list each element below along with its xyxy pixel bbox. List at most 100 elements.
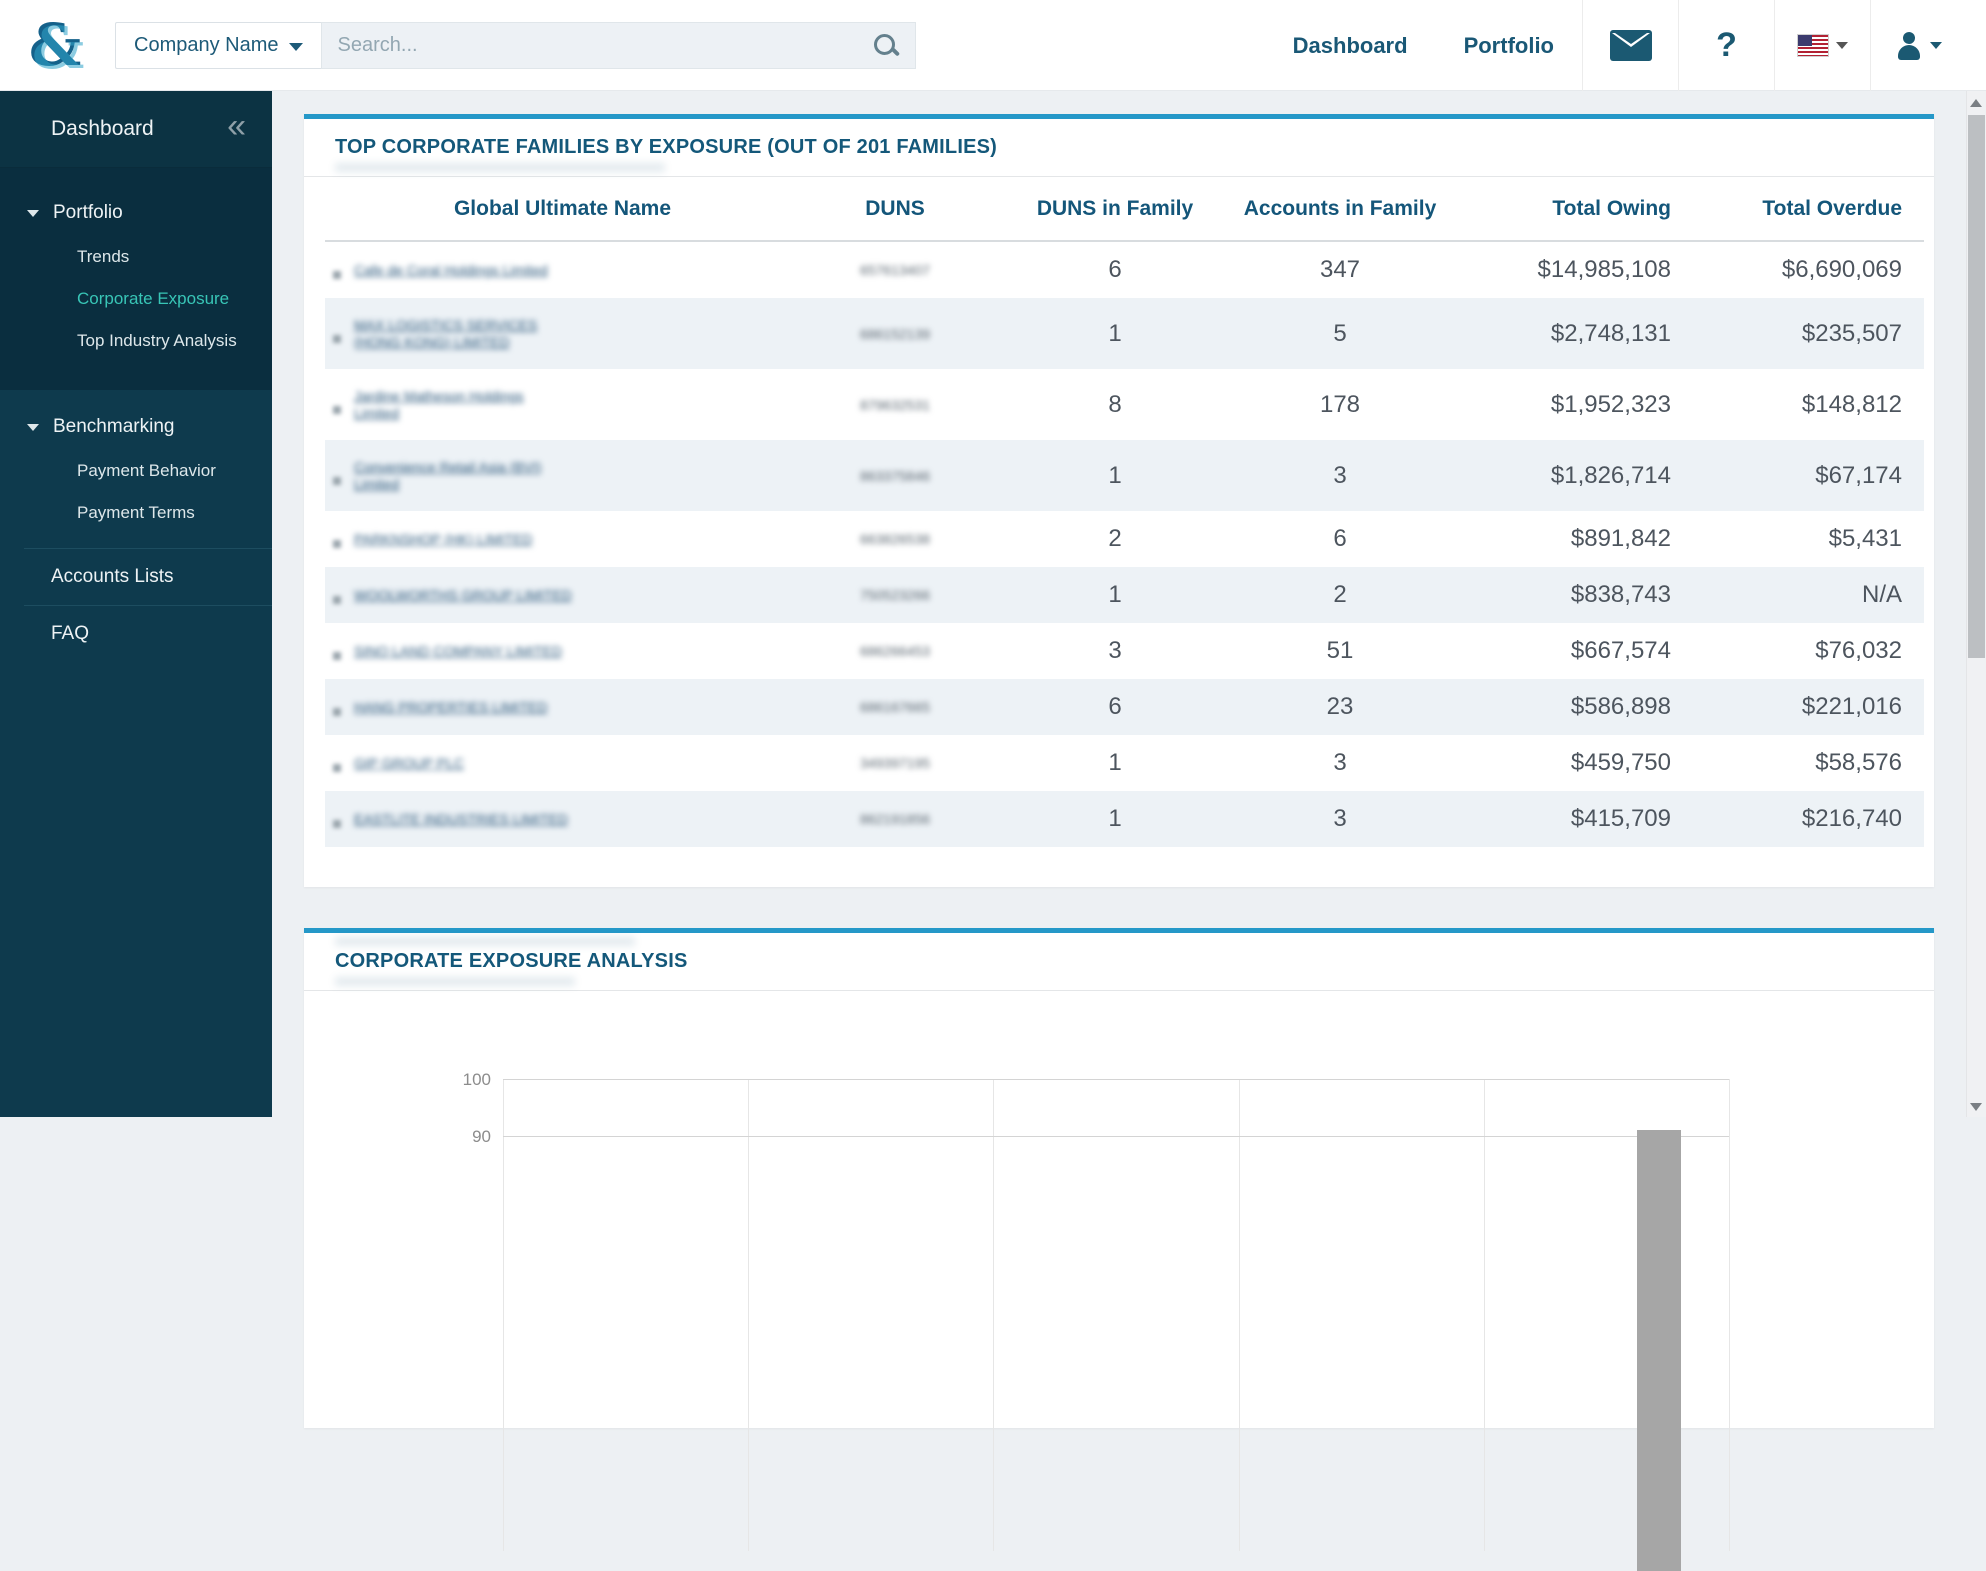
duns-value-redacted: 862191856 xyxy=(800,811,990,827)
vertical-gridline xyxy=(1239,1079,1240,1551)
accounts-in-family-value: 347 xyxy=(1240,256,1440,284)
company-name-link-redacted[interactable]: Jardine Matheson Holdings Limited xyxy=(354,388,524,422)
total-owing-value: $667,574 xyxy=(1440,637,1671,665)
mail-button[interactable] xyxy=(1582,0,1678,91)
col-total-owing: Total Owing xyxy=(1440,197,1671,221)
nav-portfolio-link[interactable]: Portfolio xyxy=(1436,0,1582,91)
redacted-subtitle xyxy=(335,977,575,986)
scrollbar-thumb[interactable] xyxy=(1968,115,1985,658)
row-marker-icon xyxy=(333,652,341,660)
duns-value-redacted: 879632531 xyxy=(800,397,990,413)
table-row: Jardine Matheson Holdings Limited 879632… xyxy=(325,369,1924,440)
top-navigation: Dashboard Portfolio ? xyxy=(1265,0,1966,91)
total-overdue-value: N/A xyxy=(1671,581,1902,609)
duns-in-family-value: 3 xyxy=(990,637,1240,665)
sidebar-item-portfolio[interactable]: Portfolio xyxy=(0,190,272,236)
row-marker-icon xyxy=(333,477,341,485)
company-name-link-redacted[interactable]: WOOLWORTHS GROUP LIMITED xyxy=(354,587,572,604)
duns-value-redacted: 863375846 xyxy=(800,468,990,484)
language-selector[interactable] xyxy=(1774,0,1870,91)
total-overdue-value: $58,576 xyxy=(1671,749,1902,777)
vertical-gridline xyxy=(748,1079,749,1551)
chevron-down-icon xyxy=(289,43,303,51)
total-overdue-value: $5,431 xyxy=(1671,525,1902,553)
sidebar-item-trends[interactable]: Trends xyxy=(0,236,272,278)
accounts-in-family-value: 3 xyxy=(1240,805,1440,833)
sidebar-benchmarking-label: Benchmarking xyxy=(53,416,174,438)
scroll-up-icon[interactable] xyxy=(1970,99,1982,107)
accounts-in-family-value: 3 xyxy=(1240,462,1440,490)
vertical-gridline xyxy=(1729,1079,1730,1551)
nav-dashboard-link[interactable]: Dashboard xyxy=(1265,0,1436,91)
company-name-link-redacted[interactable]: SINO LAND COMPANY LIMITED xyxy=(354,643,562,660)
total-overdue-value: $221,016 xyxy=(1671,693,1902,721)
row-marker-icon xyxy=(333,540,341,548)
user-icon xyxy=(1896,32,1922,60)
company-name-link-redacted[interactable]: MAX LOGISTICS SERVICES (HONG KONG) LIMIT… xyxy=(354,317,537,351)
search-icon[interactable] xyxy=(873,33,899,59)
total-overdue-value: $235,507 xyxy=(1671,320,1902,348)
row-marker-icon xyxy=(333,406,341,414)
sidebar-item-payment-terms[interactable]: Payment Terms xyxy=(0,492,272,534)
sidebar-item-faq[interactable]: FAQ xyxy=(0,606,272,662)
table-row: HANG PROPERTIES LIMITED 686167665 6 23 $… xyxy=(325,679,1924,735)
vertical-gridline xyxy=(993,1079,994,1551)
sidebar-item-dashboard[interactable]: Dashboard « xyxy=(0,91,272,168)
card-title-bar: TOP CORPORATE FAMILIES BY EXPOSURE (OUT … xyxy=(304,119,1934,177)
collapse-sidebar-icon[interactable]: « xyxy=(227,109,246,143)
table-row: SINO LAND COMPANY LIMITED 686266453 3 51… xyxy=(325,623,1924,679)
help-button[interactable]: ? xyxy=(1678,0,1774,91)
company-name-link-redacted[interactable]: EASTLITE INDUSTRIES LIMITED xyxy=(354,811,568,828)
row-marker-icon xyxy=(333,271,341,279)
card1-title: TOP CORPORATE FAMILIES BY EXPOSURE (OUT … xyxy=(335,136,997,159)
company-name-link-redacted[interactable]: HANG PROPERTIES LIMITED xyxy=(354,699,547,716)
dnb-logo[interactable]: & & xyxy=(24,10,86,80)
sidebar-item-benchmarking[interactable]: Benchmarking xyxy=(0,404,272,450)
total-overdue-value: $67,174 xyxy=(1671,462,1902,490)
total-owing-value: $415,709 xyxy=(1440,805,1671,833)
total-owing-value: $1,952,323 xyxy=(1440,391,1671,419)
duns-in-family-value: 1 xyxy=(990,805,1240,833)
total-overdue-value: $76,032 xyxy=(1671,637,1902,665)
table-row: EASTLITE INDUSTRIES LIMITED 862191856 1 … xyxy=(325,791,1924,847)
horizontal-gridline xyxy=(503,1079,1729,1080)
caret-down-icon xyxy=(27,424,39,431)
scroll-down-icon[interactable] xyxy=(1970,1103,1982,1111)
redacted-text xyxy=(335,937,635,946)
chart-bar xyxy=(1637,1130,1681,1571)
accounts-in-family-value: 2 xyxy=(1240,581,1440,609)
table-header-row: Global Ultimate Name DUNS DUNS in Family… xyxy=(325,177,1924,242)
total-owing-value: $586,898 xyxy=(1440,693,1671,721)
sidebar-item-corporate-exposure[interactable]: Corporate Exposure xyxy=(0,278,272,320)
table-row: Cafe de Coral Holdings Limited 657613407… xyxy=(325,242,1924,298)
sidebar-item-accounts-lists[interactable]: Accounts Lists xyxy=(0,549,272,605)
logo-ampersand-shadow: & xyxy=(32,13,84,83)
main-content: TOP CORPORATE FAMILIES BY EXPOSURE (OUT … xyxy=(272,91,1966,1117)
total-owing-value: $2,748,131 xyxy=(1440,320,1671,348)
search-input[interactable] xyxy=(338,34,865,57)
duns-in-family-value: 6 xyxy=(990,256,1240,284)
sidebar-item-top-industry-analysis[interactable]: Top Industry Analysis xyxy=(0,320,272,362)
account-menu[interactable] xyxy=(1870,0,1966,91)
redacted-subtitle xyxy=(335,163,665,172)
sidebar-item-payment-behavior[interactable]: Payment Behavior xyxy=(0,450,272,492)
search-category-dropdown[interactable]: Company Name xyxy=(115,22,321,69)
search-field xyxy=(321,22,916,69)
vertical-scrollbar[interactable] xyxy=(1966,91,1986,1117)
duns-in-family-value: 1 xyxy=(990,749,1240,777)
y-axis-tick-label: 100 xyxy=(431,1070,491,1090)
company-name-link-redacted[interactable]: Cafe de Coral Holdings Limited xyxy=(354,262,548,279)
company-name-link-redacted[interactable]: GIP GROUP PLC xyxy=(354,755,464,772)
company-name-link-redacted[interactable]: Convenience Retail Asia (BVI) Limited xyxy=(354,459,542,493)
chevron-down-icon xyxy=(1836,42,1848,49)
company-name-link-redacted[interactable]: PARKNSHOP (HK) LIMITED xyxy=(354,531,532,548)
duns-value-redacted: 657613407 xyxy=(800,262,990,278)
col-duns-in-family: DUNS in Family xyxy=(990,197,1240,221)
table-body: Cafe de Coral Holdings Limited 657613407… xyxy=(325,242,1924,847)
total-overdue-value: $216,740 xyxy=(1671,805,1902,833)
accounts-in-family-value: 6 xyxy=(1240,525,1440,553)
help-icon: ? xyxy=(1716,26,1737,65)
total-owing-value: $14,985,108 xyxy=(1440,256,1671,284)
